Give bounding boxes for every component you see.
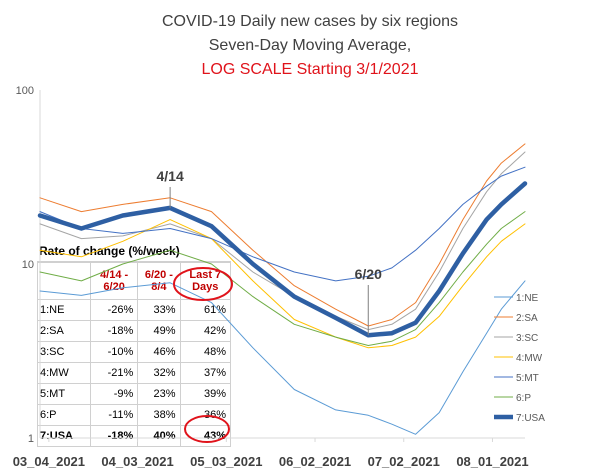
table-title: Rate of change (%/week) — [37, 241, 231, 262]
title-line-3: LOG SCALE Starting 3/1/2021 — [201, 61, 418, 78]
table-cell: 23% — [137, 383, 181, 405]
legend: 1:NE 2:SA 3:SC 4:MW 5:MT 6:P 7:USA — [494, 293, 545, 424]
table-cell: 46% — [137, 341, 181, 363]
table-cell: -9% — [89, 383, 139, 405]
legend-label: 2:SA — [516, 313, 538, 324]
table-header-region — [37, 262, 91, 300]
table-cell: 61% — [179, 299, 232, 321]
table-cell: 6:P — [37, 404, 91, 426]
table-cell: 39% — [179, 383, 232, 405]
table-cell: 32% — [137, 362, 181, 384]
y-tick-label: 100 — [16, 85, 34, 97]
table-cell: -21% — [89, 362, 139, 384]
legend-label: 7:USA — [516, 413, 545, 424]
table-cell: 4:MW — [37, 362, 91, 384]
table-row: 4:MW -21% 32% 37% — [37, 362, 232, 384]
annotation-label: 6/20 — [355, 266, 382, 282]
table-cell: 37% — [179, 362, 232, 384]
table-cell: 48% — [179, 341, 232, 363]
table-cell: 36% — [179, 404, 232, 426]
x-tick-label: 04_03_2021 — [101, 454, 173, 469]
table-header-col2: 6/20 - 8/4 — [137, 262, 181, 300]
table-header-row: 4/14 - 6/20 6/20 - 8/4 Last 7 Days — [37, 262, 232, 300]
table-cell: -26% — [89, 299, 139, 321]
table-cell: -11% — [89, 404, 139, 426]
table-row: 3:SC -10% 46% 48% — [37, 341, 232, 363]
legend-label: 5:MT — [516, 373, 539, 384]
table-row: 1:NE -26% 33% 61% — [37, 299, 232, 321]
table-cell: 42% — [179, 320, 232, 342]
table-cell: 1:NE — [37, 299, 91, 321]
table-header-col3: Last 7 Days — [179, 262, 232, 300]
table-cell: 5:MT — [37, 383, 91, 405]
legend-label: 3:SC — [516, 333, 538, 344]
table-row: 7:USA -18% 40% 43% — [37, 425, 232, 447]
chart-title: COVID-19 Daily new cases by six regions … — [162, 13, 458, 78]
table-header-col1: 4/14 - 6/20 — [89, 262, 139, 300]
x-tick-label: 08_01_2021 — [456, 454, 528, 469]
table-cell: 49% — [137, 320, 181, 342]
annotation-label: 4/14 — [156, 168, 183, 184]
table-cell: 7:USA — [37, 425, 91, 447]
rate-of-change-table: Rate of change (%/week) 4/14 - 6/20 6/20… — [37, 241, 232, 447]
x-tick-label: 03_04_2021 — [13, 454, 85, 469]
x-tick-label: 06_02_2021 — [279, 454, 351, 469]
table-cell: 33% — [137, 299, 181, 321]
title-line-2: Seven-Day Moving Average, — [209, 37, 411, 54]
table-cell: 40% — [137, 425, 181, 447]
table-cell: 2:SA — [37, 320, 91, 342]
rate-table-grid: 4/14 - 6/20 6/20 - 8/4 Last 7 Days 1:NE -… — [37, 262, 232, 447]
legend-label: 4:MW — [516, 353, 543, 364]
x-tick-label: 05_03_2021 — [190, 454, 262, 469]
table-cell: -18% — [89, 425, 139, 447]
table-cell: 3:SC — [37, 341, 91, 363]
legend-label: 6:P — [516, 393, 531, 404]
table-cell: 38% — [137, 404, 181, 426]
table-row: 6:P -11% 38% 36% — [37, 404, 232, 426]
table-cell: -18% — [89, 320, 139, 342]
legend-label: 1:NE — [516, 293, 539, 304]
y-tick-label: 1 — [28, 433, 34, 445]
y-tick-labels: 100 10 1 — [16, 85, 34, 445]
x-tick-label: 07_02_2021 — [368, 454, 440, 469]
table-cell: -10% — [89, 341, 139, 363]
table-row: 5:MT -9% 23% 39% — [37, 383, 232, 405]
table-cell: 43% — [179, 425, 232, 447]
table-row: 2:SA -18% 49% 42% — [37, 320, 232, 342]
y-tick-label: 10 — [22, 259, 34, 271]
title-line-1: COVID-19 Daily new cases by six regions — [162, 13, 458, 30]
